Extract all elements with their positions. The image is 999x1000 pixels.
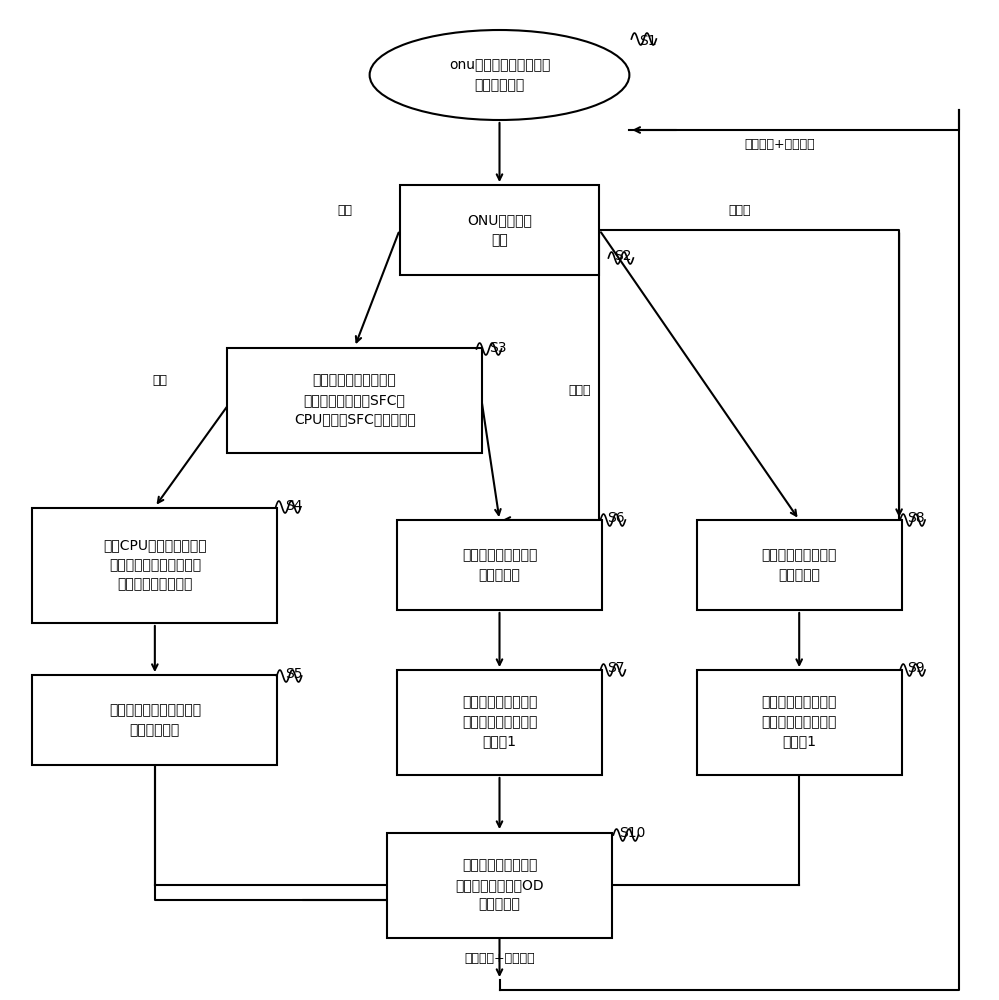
- Text: 到达整秒计数时生成
整秒脉冲信号，整秒
时间加1: 到达整秒计数时生成 整秒脉冲信号，整秒 时间加1: [462, 696, 537, 748]
- Ellipse shape: [370, 30, 629, 120]
- Text: 不同步: 不同步: [728, 204, 750, 217]
- Text: ONU下行是否
同步: ONU下行是否 同步: [468, 213, 531, 247]
- Text: 整秒脉冲+整秒时间: 整秒脉冲+整秒时间: [465, 952, 534, 964]
- FancyBboxPatch shape: [697, 520, 901, 610]
- FancyBboxPatch shape: [32, 508, 277, 622]
- Text: 到达整秒计数时生成
整秒脉冲信号，整秒
时间加1: 到达整秒计数时生成 整秒脉冲信号，整秒 时间加1: [761, 696, 837, 748]
- Text: 得到整秒脉冲信号和对应
的整秒时间值: 得到整秒脉冲信号和对应 的整秒时间值: [109, 703, 201, 737]
- Text: S4: S4: [285, 499, 303, 513]
- FancyBboxPatch shape: [388, 832, 611, 938]
- Text: 在下行数据帧头指示时
判断下行数据帧的SFC与
CPU配置的SFC值是否相等: 在下行数据帧头指示时 判断下行数据帧的SFC与 CPU配置的SFC值是否相等: [294, 373, 416, 426]
- Text: S1: S1: [639, 34, 657, 48]
- Text: S3: S3: [490, 341, 507, 355]
- Text: 同步: 同步: [337, 204, 353, 217]
- Text: 输出整秒脉冲信号和
对应的整秒时间到OD
串行化模块: 输出整秒脉冲信号和 对应的整秒时间到OD 串行化模块: [456, 858, 543, 912]
- Text: S6: S6: [607, 511, 625, 525]
- FancyBboxPatch shape: [697, 670, 901, 774]
- Text: 不相等: 不相等: [568, 383, 590, 396]
- FancyBboxPatch shape: [227, 348, 482, 452]
- Text: onu的整秒脉冲信号和整
秒时间初始化: onu的整秒脉冲信号和整 秒时间初始化: [449, 58, 550, 92]
- FancyBboxPatch shape: [32, 675, 277, 765]
- Text: 利用本地晶振时钟进
行整秒计数: 利用本地晶振时钟进 行整秒计数: [761, 548, 837, 582]
- Text: S10: S10: [619, 826, 645, 840]
- Text: 利用线路恢复时钟进
行整秒计数: 利用线路恢复时钟进 行整秒计数: [462, 548, 537, 582]
- Text: S8: S8: [907, 511, 925, 525]
- Text: S7: S7: [607, 661, 625, 675]
- Text: 整秒脉冲+整秒时间: 整秒脉冲+整秒时间: [744, 138, 814, 151]
- FancyBboxPatch shape: [398, 520, 601, 610]
- FancyBboxPatch shape: [400, 185, 599, 275]
- Text: 根据CPU配置的时间信息
加上延时补偿得到数据帧
帧头对应的时间信息: 根据CPU配置的时间信息 加上延时补偿得到数据帧 帧头对应的时间信息: [103, 538, 207, 591]
- Text: 相等: 相等: [152, 373, 168, 386]
- Text: S9: S9: [907, 661, 925, 675]
- Text: S5: S5: [285, 667, 303, 681]
- Text: S2: S2: [614, 249, 632, 263]
- FancyBboxPatch shape: [398, 670, 601, 774]
